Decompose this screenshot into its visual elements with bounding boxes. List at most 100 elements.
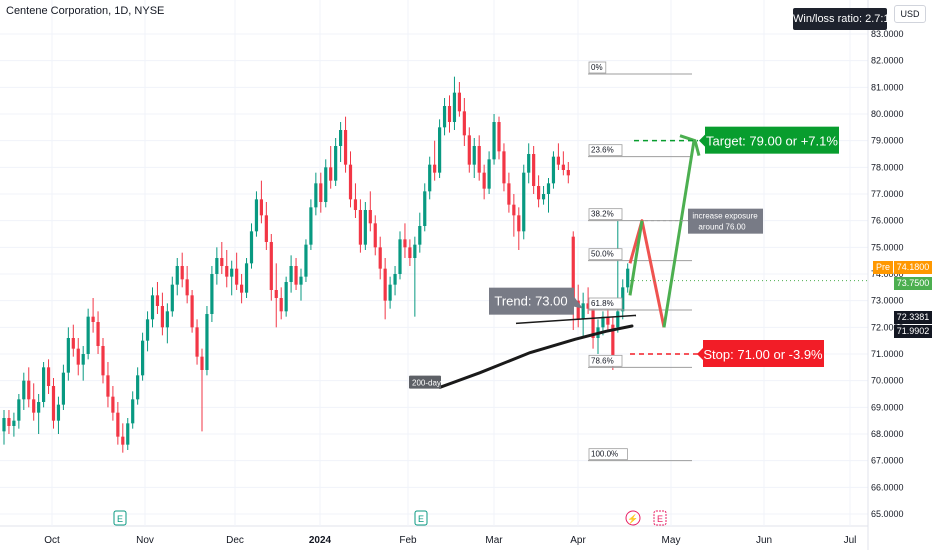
candle-body bbox=[17, 399, 21, 421]
candle-body bbox=[210, 274, 214, 314]
projection-arrow-head bbox=[679, 134, 701, 157]
fib-label: 38.2% bbox=[591, 210, 614, 219]
candle-body bbox=[86, 316, 90, 354]
candle-body bbox=[561, 164, 565, 170]
candle-body bbox=[96, 322, 100, 346]
candle-body bbox=[240, 284, 244, 293]
earnings-letter: E bbox=[418, 514, 424, 524]
candle-body bbox=[175, 266, 179, 285]
candle-body bbox=[190, 295, 194, 328]
candle-body bbox=[165, 311, 169, 328]
candle-body bbox=[502, 151, 506, 184]
y-tick-label: 81.0000 bbox=[871, 82, 904, 92]
candle-body bbox=[259, 199, 263, 216]
candle-body bbox=[522, 172, 526, 232]
candle-body bbox=[541, 194, 546, 200]
candle-body bbox=[32, 399, 36, 413]
candle-body bbox=[220, 258, 224, 266]
earnings-letter: E bbox=[117, 514, 123, 524]
candle-body bbox=[294, 266, 298, 285]
candle-body bbox=[383, 268, 387, 301]
candle-body bbox=[581, 303, 585, 320]
projection-up bbox=[662, 140, 696, 328]
candle-body bbox=[546, 183, 551, 194]
candle-body bbox=[249, 231, 254, 264]
candle-body bbox=[606, 316, 610, 325]
candle-body bbox=[304, 244, 308, 277]
candle-body bbox=[215, 258, 219, 274]
ma-label-box bbox=[409, 375, 441, 389]
earnings-marker bbox=[414, 510, 428, 526]
increase-label-line2: around 76.00 bbox=[698, 223, 746, 232]
pre-market-price-tag: 74.1800 bbox=[894, 261, 932, 274]
x-tick-label: Apr bbox=[570, 535, 586, 546]
candle-body bbox=[482, 172, 486, 189]
candle-body bbox=[477, 146, 481, 173]
candle-body bbox=[22, 380, 26, 400]
candle-body bbox=[111, 396, 115, 413]
candle-body bbox=[141, 340, 145, 376]
fib-label: 78.6% bbox=[591, 356, 614, 365]
candle-body bbox=[621, 287, 625, 312]
y-tick-label: 79.0000 bbox=[871, 136, 904, 146]
fib-label: 0% bbox=[591, 63, 603, 72]
candle-body bbox=[121, 436, 125, 445]
y-tick-label: 69.0000 bbox=[871, 402, 904, 412]
fib-label-box bbox=[588, 297, 623, 310]
ma-price-tag-2: 71.9902 bbox=[894, 325, 932, 338]
last-price-tag: 73.7500 bbox=[894, 277, 932, 290]
y-tick-label: 82.0000 bbox=[871, 56, 904, 66]
candle-body bbox=[626, 268, 630, 288]
fib-label-box bbox=[588, 448, 628, 461]
y-tick-label: 80.0000 bbox=[871, 109, 904, 119]
candle-body bbox=[442, 106, 447, 128]
candle-body bbox=[556, 156, 560, 165]
candle-body bbox=[433, 164, 437, 173]
trend-line bbox=[515, 314, 637, 325]
candle-body bbox=[358, 210, 362, 245]
currency-button[interactable]: USD bbox=[894, 5, 926, 23]
candles-group bbox=[2, 76, 630, 453]
candle-body bbox=[185, 279, 189, 296]
candle-body bbox=[428, 164, 432, 192]
y-tick-label: 67.0000 bbox=[871, 456, 904, 466]
candle-body bbox=[116, 412, 120, 437]
x-tick-label: Nov bbox=[136, 535, 154, 546]
trend-label-pointer bbox=[574, 296, 583, 309]
candle-body bbox=[586, 303, 590, 309]
candle-body bbox=[512, 204, 516, 216]
candle-body bbox=[309, 207, 313, 245]
x-tick-label: Jul bbox=[844, 535, 857, 546]
fib-label-box bbox=[588, 354, 623, 367]
candle-body bbox=[373, 223, 377, 248]
y-tick-label: 72.0000 bbox=[871, 322, 904, 332]
fib-label-box bbox=[588, 208, 623, 221]
candle-body bbox=[131, 399, 135, 424]
candle-body bbox=[7, 418, 11, 426]
candle-body bbox=[195, 327, 199, 357]
fib-label-box bbox=[588, 61, 607, 74]
candle-body bbox=[418, 226, 422, 245]
candle-body bbox=[527, 154, 531, 173]
upcoming-earnings-marker bbox=[653, 510, 667, 526]
candle-body bbox=[324, 167, 328, 202]
candle-body bbox=[37, 402, 41, 413]
candle-body bbox=[537, 186, 541, 200]
candle-body bbox=[27, 380, 31, 400]
x-tick-label: Feb bbox=[399, 535, 417, 546]
candle-body bbox=[532, 154, 536, 186]
ma-200-line bbox=[438, 324, 634, 389]
stop-label: Stop: 71.00 or -3.9% bbox=[703, 347, 823, 362]
target-label: Target: 79.00 or +7.1% bbox=[706, 134, 838, 149]
increase-label-line1: increase exposure bbox=[692, 212, 758, 221]
candle-body bbox=[46, 367, 51, 386]
candle-body bbox=[438, 127, 442, 173]
candle-body bbox=[170, 284, 174, 312]
fib-label-box bbox=[588, 248, 623, 261]
candle-body bbox=[269, 242, 273, 290]
candle-body bbox=[353, 199, 358, 210]
y-tick-label: 75.0000 bbox=[871, 242, 904, 252]
candle-body bbox=[462, 111, 466, 136]
candle-body bbox=[363, 210, 367, 245]
